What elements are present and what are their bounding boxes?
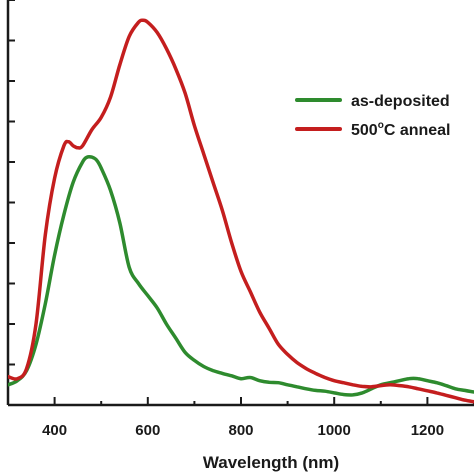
x-tick-label: 600: [135, 422, 160, 439]
series-line-1: [8, 18, 474, 404]
x-tick-label: 800: [228, 422, 253, 439]
axes: 400 600 800 1000 1200: [6, 0, 474, 439]
series-line-0: [8, 154, 474, 397]
legend-label-superscript: o: [378, 120, 384, 131]
legend-label-prefix: as-deposited: [351, 93, 450, 110]
x-tick-label: 1200: [411, 422, 444, 439]
legend-label-suffix: C anneal: [384, 122, 451, 139]
legend-label-1: 500oC anneal: [351, 120, 451, 139]
x-axis-title: Wavelength (nm): [203, 453, 339, 472]
series-layer: [8, 18, 474, 404]
x-tick-label: 400: [42, 422, 67, 439]
legend: as-deposited 500oC anneal: [295, 93, 451, 139]
legend-label-prefix: 500: [351, 122, 378, 139]
legend-label-0: as-deposited: [351, 93, 450, 110]
x-tick-label: 1000: [318, 422, 351, 439]
